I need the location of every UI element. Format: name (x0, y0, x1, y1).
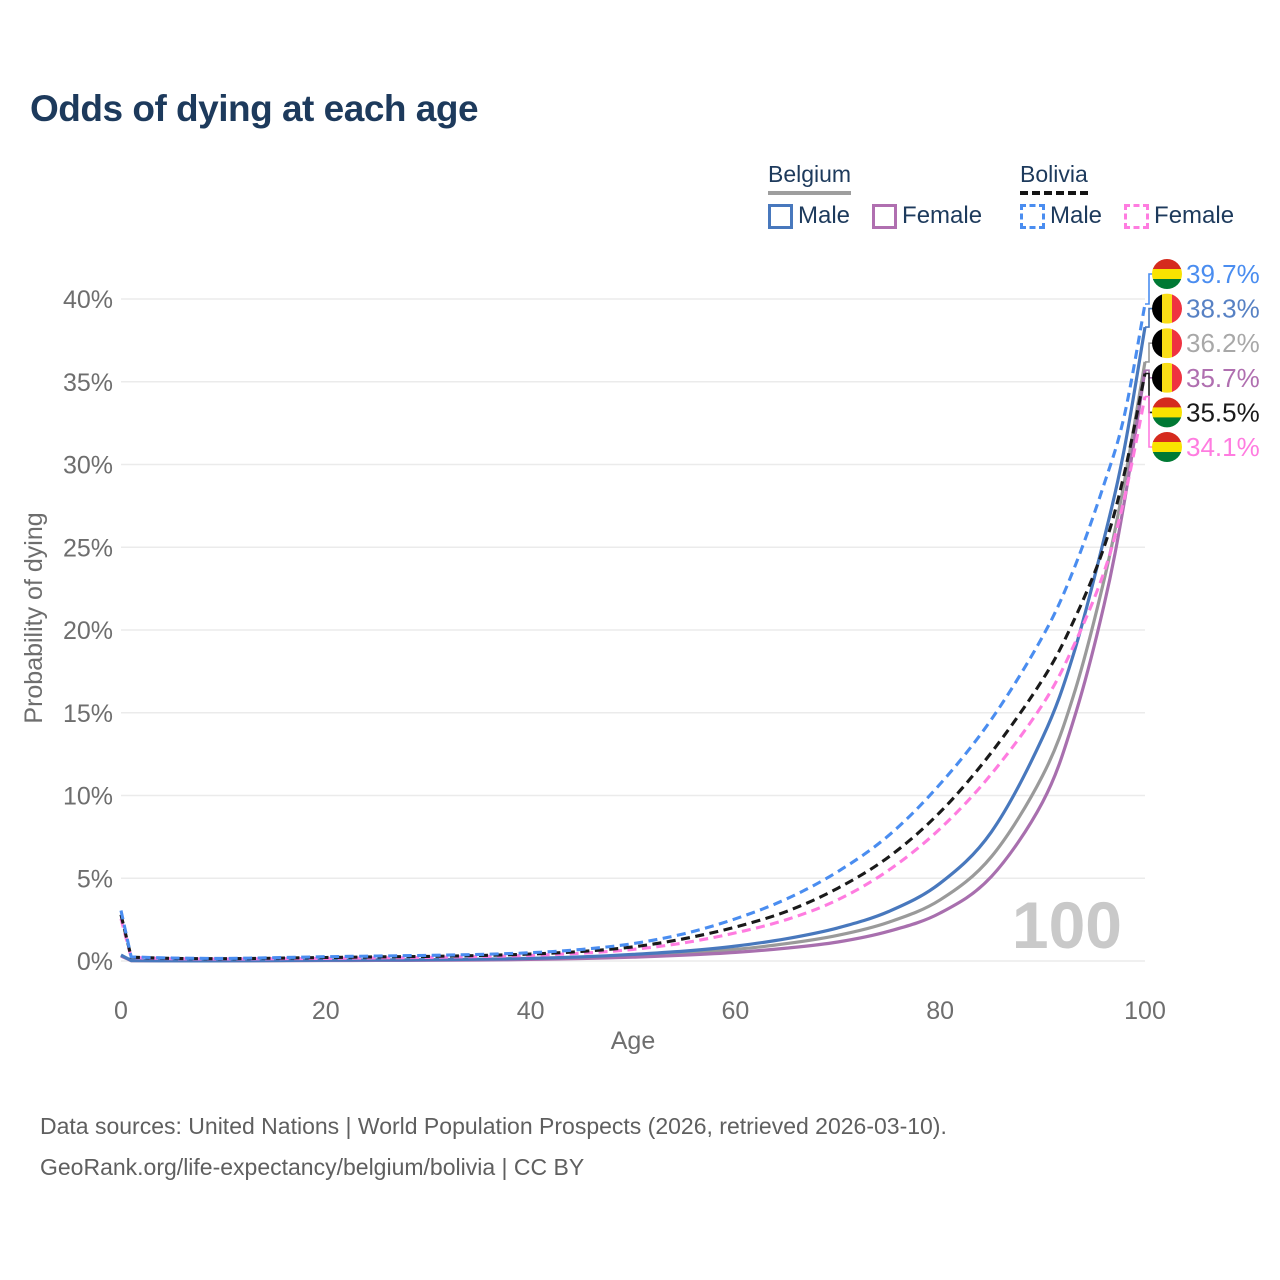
y-tick-label: 40% (63, 286, 113, 314)
series-line-bolivia-female (119, 396, 1147, 961)
legend-item-label: Female (1154, 202, 1235, 229)
legend-item-label: Male (1050, 202, 1103, 229)
legend-item-label: Male (798, 202, 851, 229)
bolivia-female-swatch-icon (1124, 203, 1150, 229)
legend-items-belgium: Male Female (768, 202, 982, 230)
y-tick-label: 5% (77, 865, 113, 893)
end-label-value: 34.1% (1186, 432, 1260, 462)
end-label-value: 35.5% (1186, 397, 1260, 427)
series-line-belgium-female (120, 369, 1147, 963)
x-tick-label: 60 (721, 997, 749, 1025)
y-tick-label: 25% (63, 534, 113, 562)
y-axis-title: Probability of dying (20, 512, 48, 723)
bolivia-flag-icon (1152, 259, 1182, 289)
belgium-line-key (768, 191, 852, 195)
end-label-connector (1145, 273, 1153, 305)
bolivia-male-swatch-icon (1020, 203, 1045, 229)
y-tick-label: 0% (77, 948, 113, 976)
legend-items-bolivia: Male Female (1020, 202, 1234, 230)
legend-group-bolivia: Bolivia Male Female (1020, 161, 1234, 230)
end-label-connector (1145, 372, 1153, 414)
x-axis-tick-labels: 0 20 40 60 80 100 (114, 997, 1166, 1025)
x-tick-label: 20 (312, 997, 340, 1025)
legend-country-bolivia[interactable]: Bolivia (1020, 161, 1088, 195)
legend-country-label: Belgium (768, 161, 852, 187)
x-axis-title: Age (611, 1027, 655, 1055)
x-tick-label: 40 (517, 997, 545, 1025)
bolivia-line-key (1020, 191, 1088, 195)
end-label-value: 36.2% (1186, 328, 1260, 358)
belgium-flag-icon (1152, 362, 1182, 393)
y-tick-label: 10% (63, 783, 113, 811)
legend-item-belgium-female[interactable]: Female (872, 202, 982, 230)
y-tick-label: 30% (63, 452, 113, 480)
end-label-connector (1145, 307, 1153, 328)
y-tick-label: 15% (63, 700, 113, 728)
age-watermark: 100 (1012, 888, 1122, 962)
x-tick-label: 100 (1124, 997, 1166, 1025)
belgium-male-swatch-icon (768, 203, 793, 229)
y-axis-tick-labels: 0% 5% 10% 15% 20% 25% 30% 35% 40% (63, 286, 113, 976)
page-title: Odds of dying at each age (30, 88, 479, 129)
x-tick-label: 80 (926, 997, 954, 1025)
x-tick-label: 0 (114, 997, 128, 1025)
legend-item-belgium-male[interactable]: Male (768, 202, 850, 230)
legend-item-bolivia-female[interactable]: Female (1124, 202, 1234, 230)
series-end-labels: 39.7% 38.3% 36.2% 35.7% 35.5% 34.1% (1145, 259, 1260, 462)
source-footer: Data sources: United Nations | World Pop… (40, 1106, 947, 1188)
y-tick-label: 20% (63, 617, 113, 645)
belgium-flag-icon (1152, 293, 1182, 324)
series-line-bolivia-male (119, 303, 1147, 960)
gridlines (121, 298, 1145, 962)
end-label-value: 39.7% (1186, 259, 1260, 289)
bolivia-flag-icon (1152, 432, 1182, 462)
belgium-flag-icon (1152, 328, 1182, 359)
series-line-belgium-male (120, 326, 1147, 963)
series-line-belgium-both (120, 361, 1147, 963)
legend-country-belgium[interactable]: Belgium (768, 161, 852, 195)
bolivia-flag-icon (1152, 397, 1182, 428)
end-label-connector (1145, 395, 1153, 448)
y-tick-label: 35% (63, 369, 113, 397)
series-curves (119, 303, 1147, 963)
legend-item-label: Female (902, 202, 983, 229)
footer-data-sources: Data sources: United Nations | World Pop… (40, 1113, 947, 1139)
legend-item-bolivia-male[interactable]: Male (1020, 202, 1102, 230)
legend-country-label: Bolivia (1020, 161, 1088, 187)
series-line-bolivia-both (119, 373, 1147, 961)
end-label-value: 38.3% (1186, 294, 1260, 324)
footer-attribution: GeoRank.org/life-expectancy/belgium/boli… (40, 1154, 585, 1180)
end-label-connector (1145, 342, 1153, 363)
legend-group-belgium: Belgium Male Female (768, 161, 982, 230)
end-label-value: 35.7% (1186, 363, 1260, 393)
belgium-female-swatch-icon (872, 203, 898, 229)
